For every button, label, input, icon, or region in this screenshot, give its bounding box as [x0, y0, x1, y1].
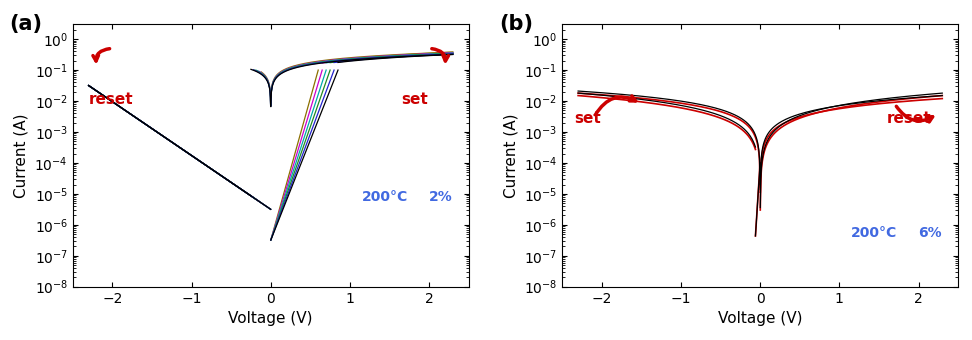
Text: set: set	[574, 110, 601, 126]
Text: (a): (a)	[10, 14, 43, 34]
Text: reset: reset	[886, 110, 931, 126]
Text: 2%: 2%	[429, 190, 453, 204]
Y-axis label: Current (A): Current (A)	[503, 113, 518, 198]
Text: (b): (b)	[499, 14, 533, 34]
X-axis label: Voltage (V): Voltage (V)	[718, 311, 803, 326]
Text: 6%: 6%	[919, 226, 942, 240]
Text: reset: reset	[88, 92, 133, 107]
Text: 200°C: 200°C	[851, 226, 897, 240]
Text: set: set	[401, 92, 428, 107]
Text: 200°C: 200°C	[362, 190, 408, 204]
Y-axis label: Current (A): Current (A)	[14, 113, 29, 198]
X-axis label: Voltage (V): Voltage (V)	[228, 311, 313, 326]
